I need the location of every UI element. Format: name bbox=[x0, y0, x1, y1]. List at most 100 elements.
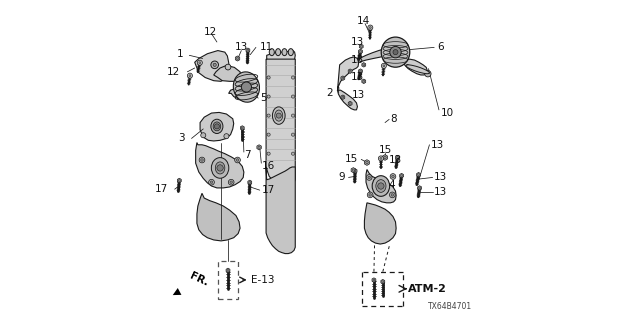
Polygon shape bbox=[372, 278, 376, 282]
Text: FR.: FR. bbox=[188, 271, 209, 288]
Text: E-13: E-13 bbox=[251, 275, 275, 285]
Circle shape bbox=[197, 60, 202, 65]
Circle shape bbox=[188, 73, 193, 78]
Circle shape bbox=[241, 127, 243, 129]
Circle shape bbox=[267, 76, 270, 79]
Polygon shape bbox=[348, 69, 352, 73]
Circle shape bbox=[179, 180, 180, 181]
Circle shape bbox=[390, 174, 396, 179]
Text: 13: 13 bbox=[235, 42, 248, 52]
Ellipse shape bbox=[234, 72, 259, 102]
Text: 11: 11 bbox=[260, 42, 273, 52]
Text: 7: 7 bbox=[244, 150, 251, 160]
Polygon shape bbox=[341, 76, 345, 80]
Polygon shape bbox=[366, 170, 396, 203]
Circle shape bbox=[228, 179, 234, 185]
Circle shape bbox=[369, 27, 371, 28]
Ellipse shape bbox=[276, 49, 281, 56]
Ellipse shape bbox=[381, 37, 410, 67]
Polygon shape bbox=[383, 155, 387, 160]
Circle shape bbox=[291, 133, 294, 136]
Circle shape bbox=[214, 124, 220, 129]
Circle shape bbox=[393, 50, 398, 55]
Polygon shape bbox=[396, 155, 399, 160]
Circle shape bbox=[373, 279, 375, 281]
Circle shape bbox=[354, 170, 356, 172]
Polygon shape bbox=[266, 59, 295, 185]
Circle shape bbox=[425, 70, 431, 77]
Polygon shape bbox=[399, 173, 404, 178]
Circle shape bbox=[249, 181, 251, 183]
Polygon shape bbox=[214, 66, 241, 81]
Circle shape bbox=[378, 156, 383, 161]
Circle shape bbox=[342, 77, 344, 79]
Polygon shape bbox=[226, 268, 230, 273]
Polygon shape bbox=[236, 56, 240, 61]
Circle shape bbox=[368, 176, 371, 179]
Text: 13: 13 bbox=[351, 72, 364, 82]
Polygon shape bbox=[381, 279, 385, 284]
Ellipse shape bbox=[406, 65, 429, 74]
Circle shape bbox=[396, 156, 399, 158]
Text: 2: 2 bbox=[326, 88, 333, 98]
Text: 3: 3 bbox=[179, 133, 185, 143]
Circle shape bbox=[382, 281, 384, 283]
Circle shape bbox=[363, 80, 365, 82]
Circle shape bbox=[199, 62, 201, 64]
Circle shape bbox=[236, 159, 239, 161]
Circle shape bbox=[217, 165, 223, 171]
Polygon shape bbox=[358, 48, 392, 62]
Circle shape bbox=[235, 157, 241, 163]
Circle shape bbox=[211, 61, 218, 69]
Circle shape bbox=[384, 156, 387, 159]
Circle shape bbox=[401, 175, 403, 177]
Ellipse shape bbox=[275, 110, 283, 121]
Circle shape bbox=[360, 51, 362, 52]
Circle shape bbox=[392, 175, 394, 178]
Polygon shape bbox=[196, 142, 244, 188]
Text: 9: 9 bbox=[338, 172, 345, 182]
Polygon shape bbox=[353, 169, 357, 173]
Circle shape bbox=[380, 157, 382, 159]
Circle shape bbox=[291, 95, 294, 98]
Circle shape bbox=[209, 179, 214, 185]
Polygon shape bbox=[195, 51, 230, 81]
Circle shape bbox=[291, 152, 294, 155]
Circle shape bbox=[230, 181, 232, 183]
Polygon shape bbox=[200, 112, 234, 141]
Text: 15: 15 bbox=[378, 146, 392, 156]
Text: 8: 8 bbox=[390, 114, 397, 124]
Circle shape bbox=[419, 187, 420, 189]
Circle shape bbox=[224, 134, 229, 139]
Text: 13: 13 bbox=[352, 90, 365, 100]
Polygon shape bbox=[177, 178, 181, 183]
Polygon shape bbox=[266, 167, 295, 253]
Text: 5: 5 bbox=[260, 93, 266, 103]
Text: 13: 13 bbox=[433, 172, 447, 182]
Circle shape bbox=[258, 146, 260, 148]
Text: 14: 14 bbox=[357, 16, 371, 26]
Ellipse shape bbox=[288, 49, 293, 56]
Circle shape bbox=[390, 46, 401, 58]
Text: 13: 13 bbox=[433, 187, 447, 197]
Polygon shape bbox=[241, 126, 244, 130]
Circle shape bbox=[227, 269, 229, 271]
Circle shape bbox=[236, 57, 239, 60]
Circle shape bbox=[365, 161, 368, 164]
Circle shape bbox=[267, 95, 270, 98]
Text: 1: 1 bbox=[177, 49, 183, 60]
Text: 17: 17 bbox=[261, 185, 275, 195]
Circle shape bbox=[225, 64, 231, 70]
Circle shape bbox=[363, 64, 365, 66]
Text: 13: 13 bbox=[351, 37, 364, 47]
Polygon shape bbox=[341, 95, 345, 100]
Text: 13: 13 bbox=[389, 155, 403, 165]
Text: 15: 15 bbox=[345, 154, 358, 164]
Text: 17: 17 bbox=[155, 184, 168, 194]
Text: ATM-2: ATM-2 bbox=[408, 284, 447, 294]
Circle shape bbox=[349, 70, 351, 72]
Circle shape bbox=[199, 157, 205, 163]
Text: 10: 10 bbox=[440, 108, 454, 118]
Circle shape bbox=[352, 169, 355, 171]
Polygon shape bbox=[248, 180, 252, 185]
